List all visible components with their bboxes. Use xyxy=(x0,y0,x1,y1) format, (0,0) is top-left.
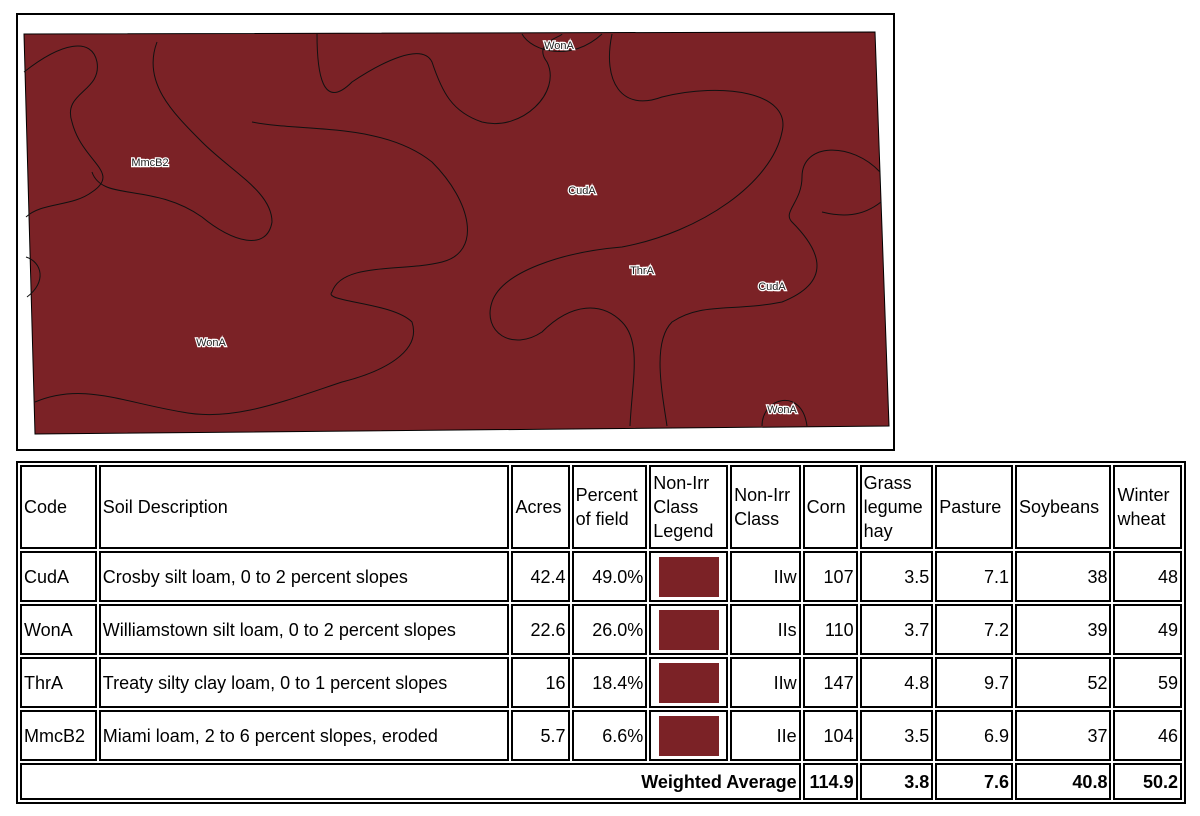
field-polygon xyxy=(23,31,890,435)
map-label: ThrA xyxy=(630,265,655,277)
legend-cell xyxy=(649,551,729,602)
legend-swatch xyxy=(658,662,719,703)
average-value: 114.9 xyxy=(802,763,858,800)
value-cell: 59 xyxy=(1113,657,1182,708)
value-cell: IIw xyxy=(730,657,801,708)
legend-swatch xyxy=(658,715,719,756)
column-header: Acres xyxy=(511,465,570,549)
value-cell: 7.2 xyxy=(935,604,1014,655)
average-value: 40.8 xyxy=(1015,763,1112,800)
value-cell: 22.6 xyxy=(511,604,570,655)
value-cell: 110 xyxy=(802,604,858,655)
value-cell: 49 xyxy=(1113,604,1182,655)
legend-cell xyxy=(649,710,729,761)
value-cell: 49.0% xyxy=(571,551,648,602)
text-cell: WonA xyxy=(20,604,97,655)
text-cell: MmcB2 xyxy=(20,710,97,761)
value-cell: 37 xyxy=(1015,710,1112,761)
value-cell: 39 xyxy=(1015,604,1112,655)
map-label: MmcB2 xyxy=(131,157,168,169)
average-value: 3.8 xyxy=(859,763,934,800)
average-value: 7.6 xyxy=(935,763,1014,800)
text-cell: Williamstown silt loam, 0 to 2 percent s… xyxy=(98,604,510,655)
value-cell: 6.6% xyxy=(571,710,648,761)
column-header: Soybeans xyxy=(1015,465,1112,549)
value-cell: 7.1 xyxy=(935,551,1014,602)
value-cell: 42.4 xyxy=(511,551,570,602)
legend-cell xyxy=(649,604,729,655)
value-cell: 26.0% xyxy=(571,604,648,655)
value-cell: 52 xyxy=(1015,657,1112,708)
value-cell: 147 xyxy=(802,657,858,708)
soil-table: Code Soil Description Acres Percent of fiel… xyxy=(16,461,1186,804)
value-cell: 3.7 xyxy=(859,604,934,655)
value-cell: 107 xyxy=(802,551,858,602)
value-cell: 9.7 xyxy=(935,657,1014,708)
table-row: MmcB2 Miami loam, 2 to 6 percent slopes, … xyxy=(20,710,1182,761)
value-cell: 48 xyxy=(1113,551,1182,602)
average-row: Weighted Average 114.9 3.8 7.6 40.8 50.2 xyxy=(20,763,1182,800)
value-cell: 5.7 xyxy=(511,710,570,761)
value-cell: 104 xyxy=(802,710,858,761)
column-header: Grass legume hay xyxy=(859,465,934,549)
legend-swatch xyxy=(658,609,719,650)
value-cell: 4.8 xyxy=(859,657,934,708)
column-header: Percent of field xyxy=(571,465,648,549)
value-cell: 3.5 xyxy=(859,710,934,761)
text-cell: ThrA xyxy=(20,657,97,708)
value-cell: 3.5 xyxy=(859,551,934,602)
column-header: Winter wheat xyxy=(1113,465,1182,549)
map-label: WonA xyxy=(767,404,797,416)
average-value: 50.2 xyxy=(1113,763,1182,800)
value-cell: 46 xyxy=(1113,710,1182,761)
text-cell: Crosby silt loam, 0 to 2 percent slopes xyxy=(98,551,510,602)
soil-boundaries xyxy=(23,33,882,427)
map-label: CudA xyxy=(758,281,786,293)
column-header: Non-Irr Class Legend xyxy=(649,465,729,549)
soil-map: WonA MmcB2 CudA ThrA CudA WonA WonA xyxy=(16,13,895,451)
value-cell: 38 xyxy=(1015,551,1112,602)
value-cell: IIw xyxy=(730,551,801,602)
column-header: Pasture xyxy=(935,465,1014,549)
legend-swatch xyxy=(658,556,719,597)
legend-cell xyxy=(649,657,729,708)
table-row: CudA Crosby silt loam, 0 to 2 percent slo… xyxy=(20,551,1182,602)
value-cell: 6.9 xyxy=(935,710,1014,761)
value-cell: IIs xyxy=(730,604,801,655)
value-cell: 18.4% xyxy=(571,657,648,708)
text-cell: Miami loam, 2 to 6 percent slopes, erode… xyxy=(98,710,510,761)
column-header: Code xyxy=(20,465,97,549)
table-row: ThrA Treaty silty clay loam, 0 to 1 perce… xyxy=(20,657,1182,708)
table-row: WonA Williamstown silt loam, 0 to 2 perce… xyxy=(20,604,1182,655)
map-label: CudA xyxy=(568,185,596,197)
text-cell: CudA xyxy=(20,551,97,602)
table-body: CudA Crosby silt loam, 0 to 2 percent slo… xyxy=(20,551,1182,800)
column-header: Soil Description xyxy=(98,465,510,549)
value-cell: IIe xyxy=(730,710,801,761)
average-label: Weighted Average xyxy=(20,763,801,800)
column-header: Non-Irr Class xyxy=(730,465,801,549)
column-header: Corn xyxy=(802,465,858,549)
text-cell: Treaty silty clay loam, 0 to 1 percent s… xyxy=(98,657,510,708)
map-label: WonA xyxy=(544,40,574,52)
header-row: Code Soil Description Acres Percent of fiel… xyxy=(20,465,1182,549)
value-cell: 16 xyxy=(511,657,570,708)
map-label: WonA xyxy=(196,337,226,349)
